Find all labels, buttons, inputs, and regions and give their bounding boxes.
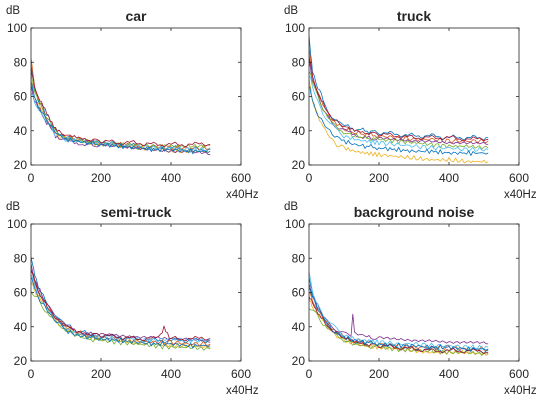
series-line-4 — [31, 263, 211, 343]
subplot-1: 20 40 60 80 100 0 200 400 600 car dB x40Hz — [6, 5, 259, 201]
x-tick-label: 600 — [509, 171, 529, 185]
x-tick-label: 0 — [306, 367, 313, 381]
series-line-8 — [309, 86, 489, 156]
series-line-6 — [309, 75, 489, 153]
y-unit-label: dB — [6, 5, 20, 17]
series-line-2 — [31, 58, 211, 151]
series-line-6 — [31, 92, 211, 153]
x-tick-label: 0 — [28, 171, 35, 185]
y-tick-label: 80 — [14, 55, 28, 69]
series-line-1 — [309, 35, 489, 141]
series-line-8 — [31, 82, 211, 155]
y-tick-label: 80 — [292, 251, 306, 265]
series-group — [309, 35, 489, 164]
series-line-1 — [31, 256, 211, 344]
y-tick-label: 20 — [14, 158, 28, 172]
y-tick-label: 40 — [14, 320, 28, 334]
subplot-title: truck — [397, 8, 431, 24]
series-line-4 — [309, 283, 489, 345]
series-line-6 — [31, 275, 211, 344]
x-unit-label: x40Hz — [226, 385, 259, 397]
y-tick-label: 60 — [14, 90, 28, 104]
series-line-3 — [31, 79, 211, 154]
series-line-4 — [309, 60, 489, 145]
series-group — [31, 256, 211, 351]
x-tick-label: 400 — [161, 367, 181, 381]
x-tick-label: 200 — [91, 171, 111, 185]
subplot-2: 20 40 60 80 100 0 200 400 600 truck dB x40Hz — [284, 5, 537, 201]
series-line-1 — [31, 64, 211, 153]
series-line-8 — [309, 287, 489, 352]
subplot-4: 20 40 60 80 100 0 200 400 600 background noise dB x… — [284, 201, 537, 397]
x-tick-label: 200 — [91, 367, 111, 381]
y-tick-label: 20 — [292, 158, 306, 172]
y-tick-label: 100 — [7, 21, 27, 35]
series-group — [31, 58, 211, 156]
y-tick-label: 60 — [292, 286, 306, 300]
x-tick-label: 400 — [161, 171, 181, 185]
y-tick-label: 20 — [292, 354, 306, 368]
y-unit-label: dB — [284, 201, 298, 213]
series-line-8 — [31, 277, 211, 349]
y-tick-label: 80 — [292, 55, 306, 69]
series-line-1 — [309, 277, 489, 354]
subplot-3: 20 40 60 80 100 0 200 400 600 semi-truck dB x40Hz — [6, 201, 259, 397]
x-unit-label: x40Hz — [504, 189, 537, 201]
x-unit-label: x40Hz — [226, 189, 259, 201]
series-line-7 — [309, 296, 489, 355]
series-line-5 — [309, 71, 489, 150]
y-tick-label: 40 — [292, 124, 306, 138]
series-line-3 — [309, 79, 489, 164]
subplot-title: car — [125, 8, 147, 24]
x-tick-label: 0 — [28, 367, 35, 381]
series-line-2 — [31, 271, 211, 347]
subplot-title: semi-truck — [101, 204, 172, 220]
x-tick-label: 400 — [439, 367, 459, 381]
y-tick-label: 60 — [292, 90, 306, 104]
series-group — [309, 271, 489, 356]
subplot-title: background noise — [354, 204, 475, 220]
y-tick-label: 80 — [14, 251, 28, 265]
series-line-7 — [31, 69, 211, 148]
y-tick-label: 100 — [285, 21, 305, 35]
series-line-6 — [309, 271, 489, 351]
y-tick-label: 60 — [14, 286, 28, 300]
x-tick-label: 400 — [439, 171, 459, 185]
series-line-7 — [309, 55, 489, 142]
y-unit-label: dB — [6, 201, 20, 213]
y-tick-label: 100 — [7, 217, 27, 231]
x-tick-label: 200 — [369, 367, 389, 381]
y-tick-label: 20 — [14, 354, 28, 368]
x-unit-label: x40Hz — [504, 385, 537, 397]
y-tick-label: 40 — [292, 320, 306, 334]
x-tick-label: 200 — [369, 171, 389, 185]
y-unit-label: dB — [284, 5, 298, 17]
series-line-5 — [31, 291, 211, 351]
x-tick-label: 0 — [306, 171, 313, 185]
x-tick-label: 600 — [231, 367, 251, 381]
x-tick-label: 600 — [509, 367, 529, 381]
series-line-2 — [309, 47, 489, 144]
y-tick-label: 100 — [285, 217, 305, 231]
y-tick-label: 40 — [14, 124, 28, 138]
series-line-7 — [31, 268, 211, 342]
x-tick-label: 600 — [231, 171, 251, 185]
